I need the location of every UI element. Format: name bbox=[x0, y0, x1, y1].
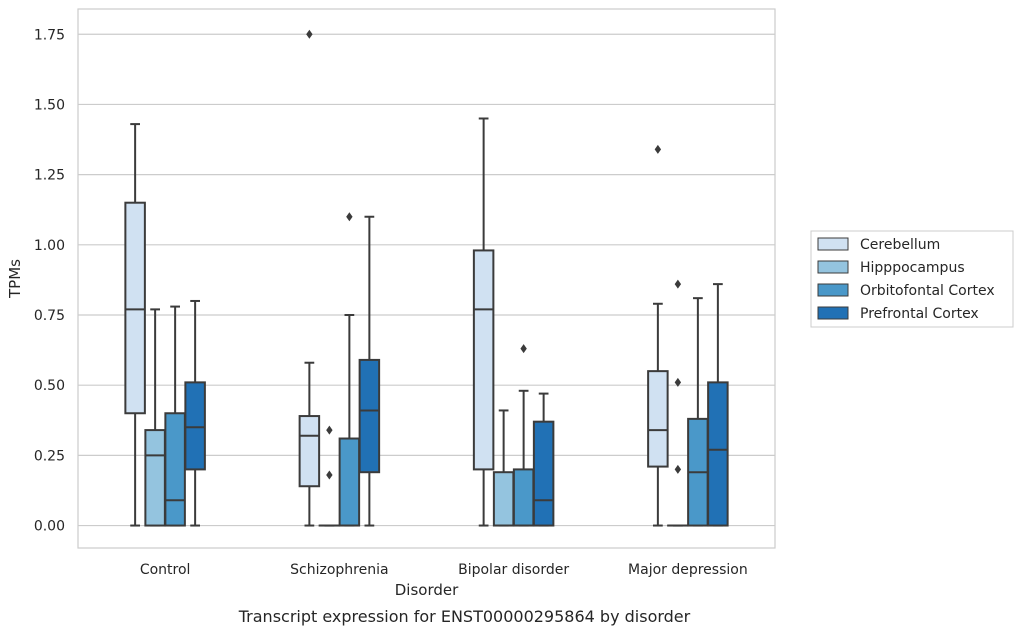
box-body bbox=[532, 420, 555, 527]
box-cerebellum bbox=[472, 117, 495, 527]
y-tick-label: 0.00 bbox=[34, 519, 65, 535]
outlier-point bbox=[674, 279, 682, 289]
chart-caption: Transcript expression for ENST0000029586… bbox=[238, 607, 691, 626]
outlier-point bbox=[306, 29, 313, 39]
box-body bbox=[184, 381, 206, 471]
y-tick-label: 0.25 bbox=[34, 448, 65, 464]
box-body bbox=[647, 370, 669, 468]
box-body bbox=[358, 358, 381, 474]
box-prefrontal-cortex bbox=[184, 299, 206, 527]
legend-item: Prefrontal Cortex bbox=[817, 306, 979, 322]
outlier-point bbox=[326, 470, 333, 480]
box-body bbox=[338, 437, 361, 527]
box-body bbox=[164, 412, 186, 527]
outlier-point bbox=[326, 425, 333, 435]
legend-swatch bbox=[817, 283, 849, 297]
x-axis-label: Disorder bbox=[395, 581, 459, 599]
y-tick-label: 1.50 bbox=[34, 97, 65, 113]
legend: Cerebellum Hipppocampus Orbitofontal Corte… bbox=[810, 230, 1014, 328]
box-body bbox=[298, 415, 321, 488]
outlier-point bbox=[346, 212, 353, 222]
box-cerebellum bbox=[647, 144, 669, 527]
legend-item: Orbitofontal Cortex bbox=[817, 283, 995, 299]
box-body bbox=[512, 468, 535, 527]
outlier-point bbox=[654, 144, 662, 154]
box-orbitofontal-cortex bbox=[338, 212, 361, 527]
box-body bbox=[707, 381, 729, 527]
x-tick-label: Bipolar disorder bbox=[458, 562, 569, 578]
box-prefrontal-cortex bbox=[532, 392, 555, 527]
legend-swatch bbox=[817, 306, 849, 320]
y-tick-label: 0.75 bbox=[34, 308, 65, 324]
box-hipppocampus bbox=[144, 308, 166, 527]
outlier-point bbox=[674, 377, 682, 387]
box-groups bbox=[124, 29, 729, 527]
x-tick-label: Schizophrenia bbox=[290, 562, 388, 578]
box-body bbox=[472, 249, 495, 471]
box-hipppocampus bbox=[318, 425, 341, 527]
legend-swatch bbox=[817, 260, 849, 274]
y-tick-label: 1.25 bbox=[34, 168, 65, 184]
box-hipppocampus bbox=[667, 279, 689, 527]
y-axis-label: TPMs bbox=[6, 259, 24, 299]
x-tick-label: Control bbox=[140, 562, 191, 578]
box-body bbox=[144, 429, 166, 527]
legend-label: Hipppocampus bbox=[860, 260, 965, 276]
outlier-point bbox=[520, 344, 527, 354]
y-axis-ticks: 0.00 0.25 0.50 0.75 1.00 1.25 1.50 1.75 bbox=[34, 27, 65, 534]
box-body bbox=[492, 471, 515, 527]
x-axis-ticks: Control Schizophrenia Bipolar disorder Majo… bbox=[140, 562, 748, 578]
y-tick-label: 1.75 bbox=[34, 27, 65, 43]
box-prefrontal-cortex bbox=[707, 283, 729, 527]
outlier-point bbox=[674, 464, 682, 474]
box-body bbox=[124, 201, 146, 415]
box-prefrontal-cortex bbox=[358, 215, 381, 527]
legend-item: Cerebellum bbox=[817, 237, 940, 253]
box-cerebellum bbox=[124, 123, 146, 527]
y-tick-label: 1.00 bbox=[34, 238, 65, 254]
y-tick-label: 0.50 bbox=[34, 378, 65, 394]
legend-label: Cerebellum bbox=[860, 237, 940, 253]
legend-label: Prefrontal Cortex bbox=[860, 306, 979, 322]
legend-item: Hipppocampus bbox=[817, 260, 965, 276]
box-orbitofontal-cortex bbox=[512, 344, 535, 527]
x-tick-label: Major depression bbox=[628, 562, 748, 578]
box-cerebellum bbox=[298, 29, 321, 527]
legend-swatch bbox=[817, 237, 849, 251]
legend-label: Orbitofontal Cortex bbox=[860, 283, 995, 299]
